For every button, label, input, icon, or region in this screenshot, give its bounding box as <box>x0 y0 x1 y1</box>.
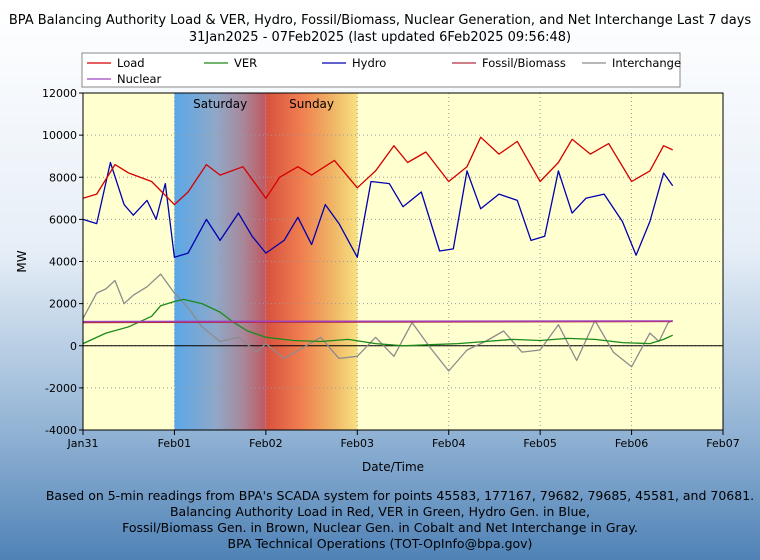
x-axis-label: Date/Time <box>362 460 424 474</box>
series-line-interchange <box>82 273 673 372</box>
x-tick-label: Feb02 <box>249 437 282 450</box>
footer-line-4: BPA Technical Operations (TOT-OpInfo@bpa… <box>227 536 533 551</box>
weekend-label-saturday: Saturday <box>193 97 247 111</box>
y-tick-label: 6000 <box>49 213 77 226</box>
footer-line-3: Fossil/Biomass Gen. in Brown, Nuclear Ge… <box>122 520 638 535</box>
series-line-ver <box>82 298 673 347</box>
legend-label-load: Load <box>117 56 145 70</box>
legend-label-nuclear: Nuclear <box>117 72 162 86</box>
legend-label-interchange: Interchange <box>612 56 681 70</box>
y-tick-label: 8000 <box>49 171 77 184</box>
x-tick-label: Feb04 <box>432 437 465 450</box>
chart: Saturday Sunday -4000 -2000 0 2000 4000 6000 800… <box>15 52 740 474</box>
weekend-label-sunday: Sunday <box>289 97 334 111</box>
legend-label-ver: VER <box>234 56 257 70</box>
x-tick-label: Feb01 <box>158 437 191 450</box>
y-tick-label: -4000 <box>45 424 77 437</box>
x-tick-label: Feb06 <box>615 437 648 450</box>
series-line-fossil <box>82 320 673 324</box>
chart-subtitle: 31Jan2025 - 07Feb2025 (last updated 6Feb… <box>188 30 572 45</box>
weekend-band-saturday <box>174 93 266 430</box>
y-tick-label: 0 <box>70 340 77 353</box>
series-line-nuclear <box>82 320 673 323</box>
y-axis-label: MW <box>15 250 29 272</box>
legend-label-hydro: Hydro <box>352 56 386 70</box>
y-tick-label: -2000 <box>45 382 77 395</box>
y-tick-label: 12000 <box>42 87 77 100</box>
y-tick-label: 2000 <box>49 298 77 311</box>
chart-title: BPA Balancing Authority Load & VER, Hydr… <box>8 13 752 28</box>
x-tick-label: Feb05 <box>523 437 556 450</box>
footer-line-1: Based on 5-min readings from BPA's SCADA… <box>45 488 755 503</box>
x-tick-label: Feb07 <box>706 437 739 450</box>
x-tick-label: Feb03 <box>341 437 374 450</box>
y-tick-label: 4000 <box>49 256 77 269</box>
series-line-load <box>82 136 673 206</box>
series-line-hydro <box>82 161 674 258</box>
y-tick-label: 10000 <box>42 129 77 142</box>
legend-label-fossil: Fossil/Biomass <box>482 56 566 70</box>
legend <box>81 52 681 88</box>
x-tick-label: Jan31 <box>67 437 99 450</box>
footer-line-2: Balancing Authority Load in Red, VER in … <box>169 504 591 519</box>
